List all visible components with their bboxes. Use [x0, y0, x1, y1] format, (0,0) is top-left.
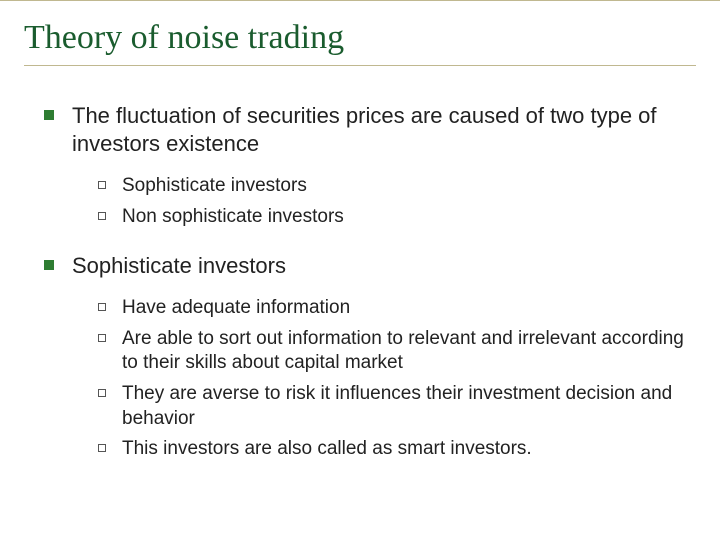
- hollow-square-icon: [98, 181, 106, 189]
- lvl2-text: Sophisticate investors: [122, 174, 307, 199]
- bullet-lvl2: Have adequate information: [24, 296, 696, 321]
- square-bullet-icon: [44, 110, 54, 120]
- hollow-square-icon: [98, 334, 106, 342]
- lvl2-text: Are able to sort out information to rele…: [122, 327, 696, 376]
- bullet-lvl2: Are able to sort out information to rele…: [24, 327, 696, 376]
- bullet-lvl2: They are averse to risk it influences th…: [24, 382, 696, 431]
- bullet-lvl2: Sophisticate investors: [24, 174, 696, 199]
- lvl2-text: Have adequate information: [122, 296, 350, 321]
- hollow-square-icon: [98, 389, 106, 397]
- lvl1-text: The fluctuation of securities prices are…: [72, 102, 696, 158]
- hollow-square-icon: [98, 444, 106, 452]
- hollow-square-icon: [98, 303, 106, 311]
- lvl2-text: This investors are also called as smart …: [122, 437, 532, 462]
- bullet-lvl1: Sophisticate investors: [24, 252, 696, 280]
- square-bullet-icon: [44, 260, 54, 270]
- slide-title: Theory of noise trading: [24, 19, 696, 57]
- title-underline: [24, 65, 696, 66]
- hollow-square-icon: [98, 212, 106, 220]
- lvl2-text: Non sophisticate investors: [122, 205, 344, 230]
- lvl2-text: They are averse to risk it influences th…: [122, 382, 696, 431]
- bullet-lvl2: Non sophisticate investors: [24, 205, 696, 230]
- lvl1-text: Sophisticate investors: [72, 252, 286, 280]
- bullet-lvl2: This investors are also called as smart …: [24, 437, 696, 462]
- bullet-lvl1: The fluctuation of securities prices are…: [24, 102, 696, 158]
- slide: Theory of noise trading The fluctuation …: [0, 0, 720, 540]
